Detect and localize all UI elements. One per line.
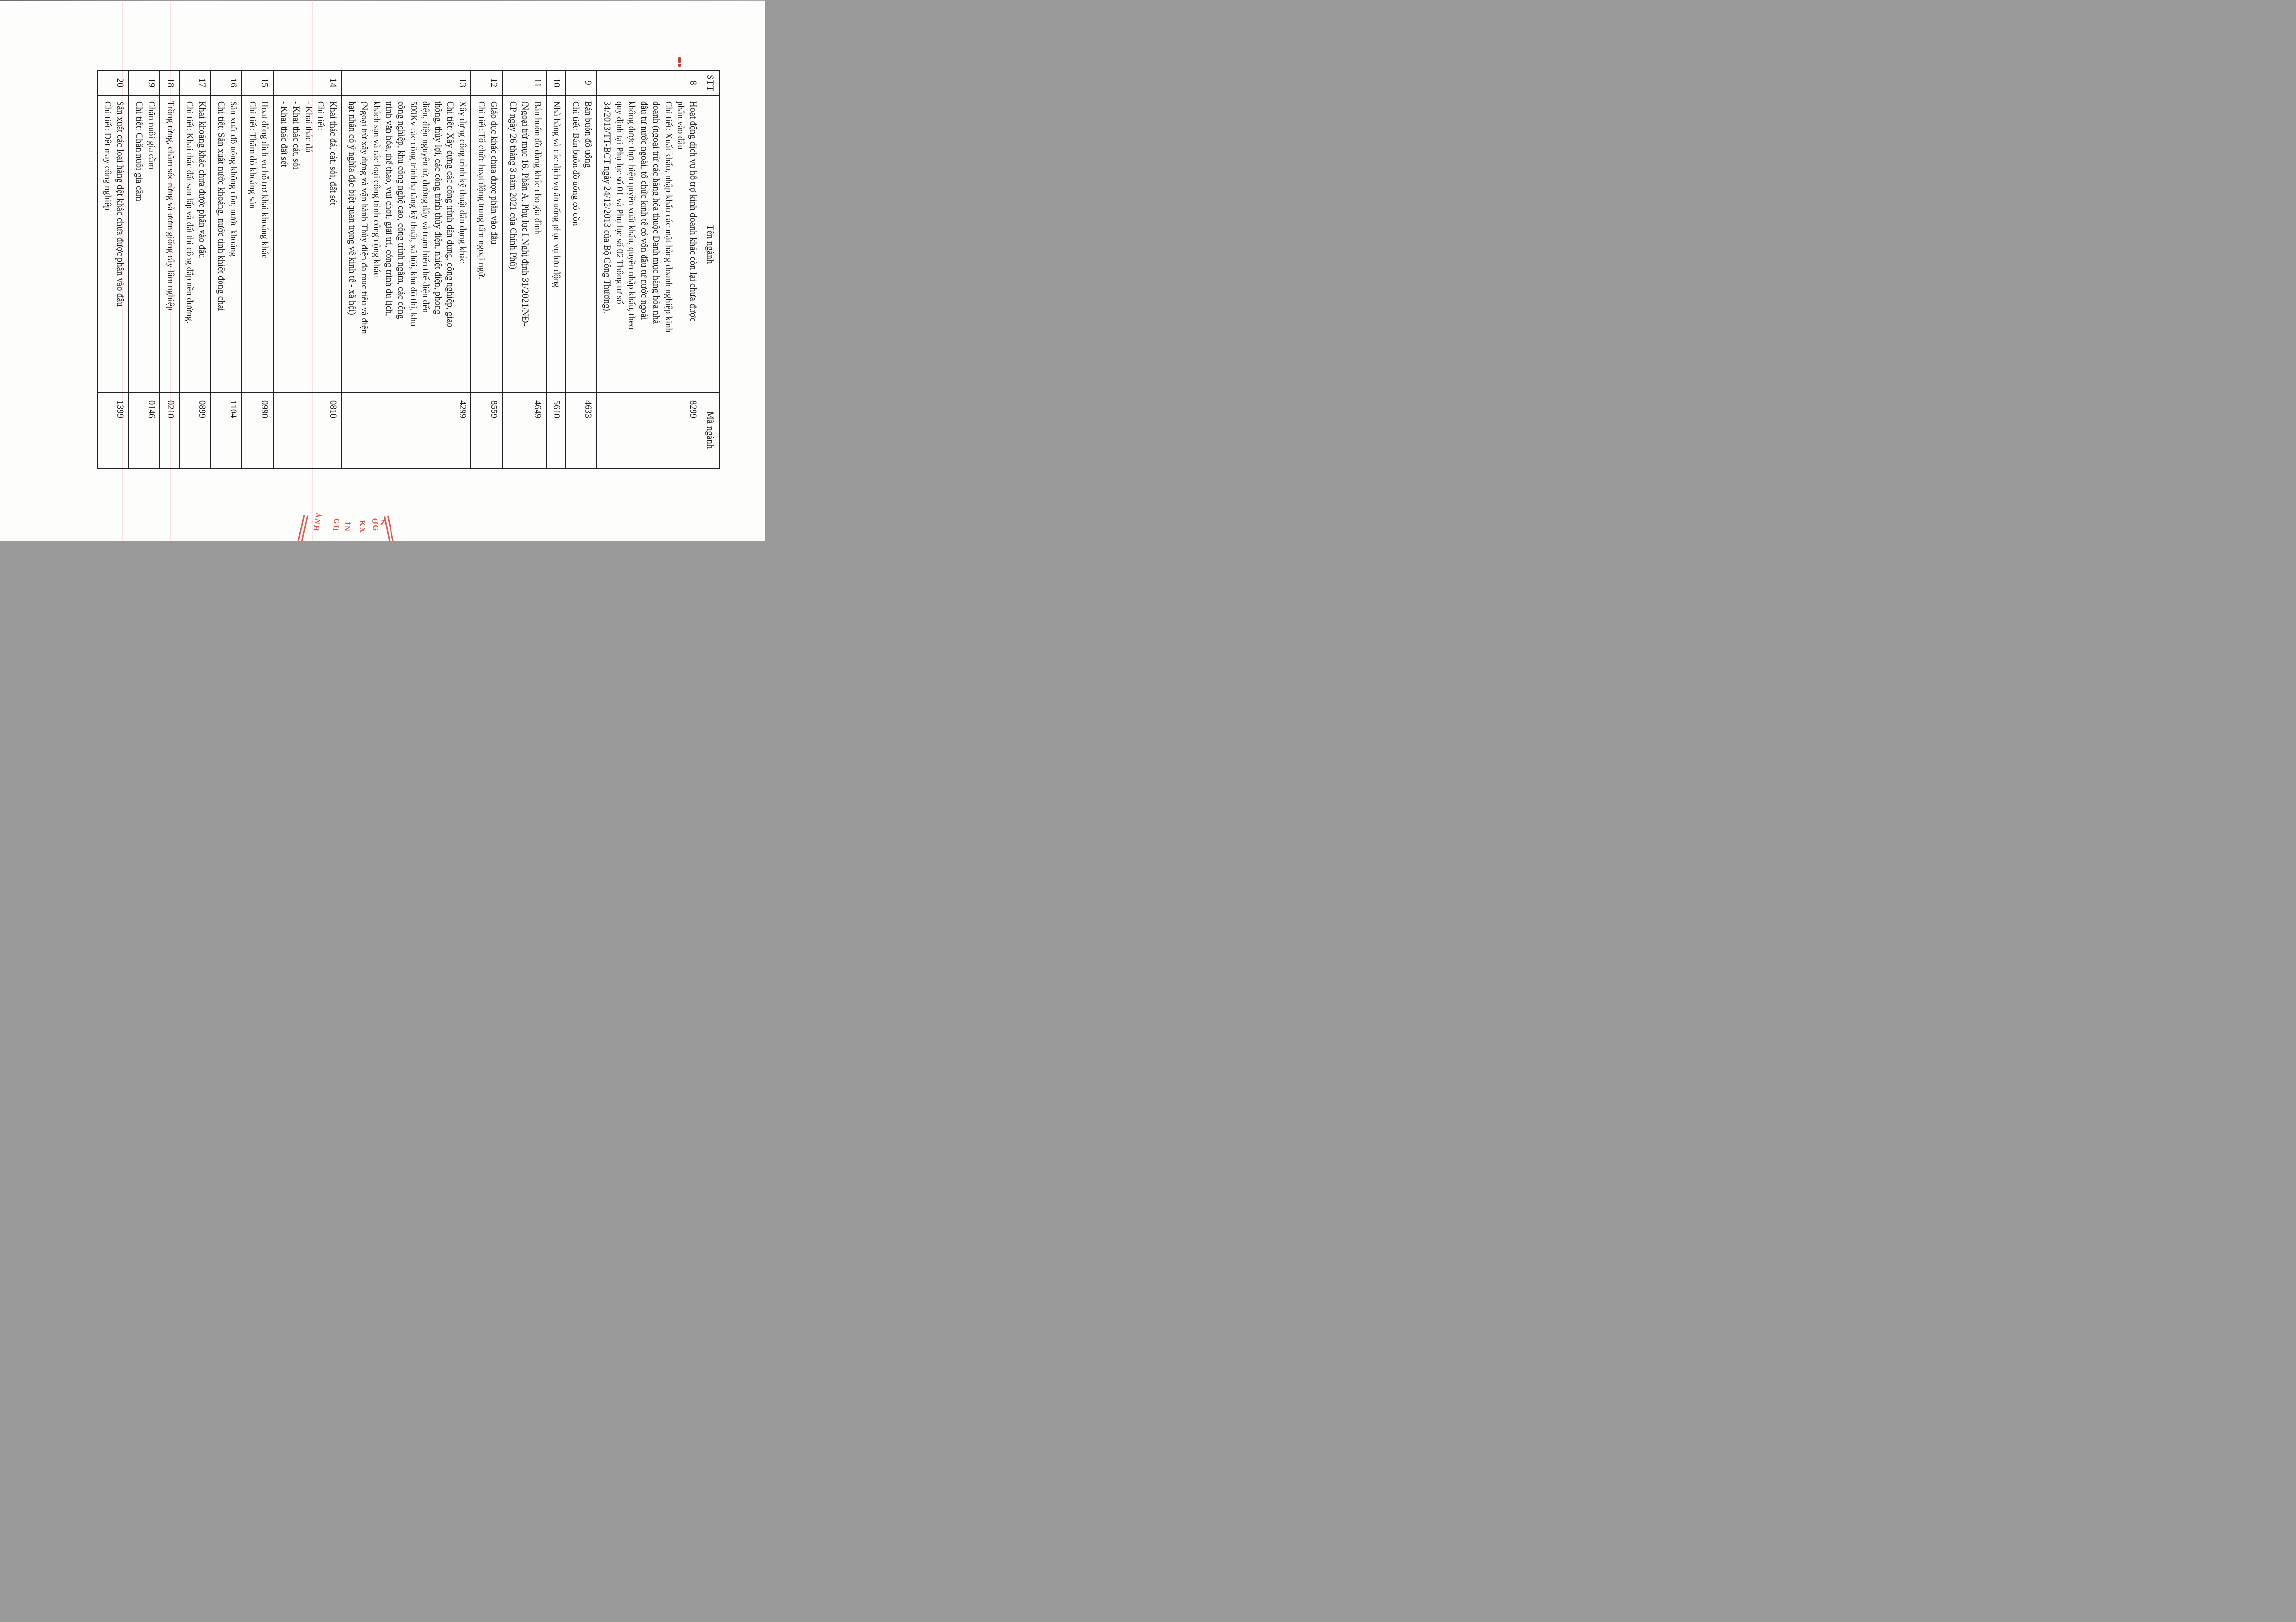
name-cell: Khai thác đá, cát, sỏi, đất sét Chi tiết… [274, 96, 341, 393]
code-cell: 8299 [688, 400, 698, 418]
name-cell: Giáo dục khác chưa được phân vào đâu Chi… [471, 96, 502, 393]
code-cell: 4649 [532, 400, 542, 418]
header-code: Mã ngành [705, 411, 715, 449]
table-row: 14 Khai thác đá, cát, sỏi, đất sét Chi t… [274, 71, 342, 468]
table-row: 11 Bán buôn đồ dùng khác cho gia đình (N… [503, 71, 547, 468]
stt-cell: 17 [180, 71, 210, 96]
table-body: 8 Hoạt động dịch vụ hỗ trợ kinh doanh kh… [98, 71, 701, 468]
name-cell: Sản xuất các loại hàng dệt khác chưa đượ… [98, 96, 128, 393]
code-cell: 4633 [583, 400, 593, 418]
table-row: 20 Sản xuất các loại hàng dệt khác chưa … [98, 71, 129, 468]
stt-cell: 9 [566, 71, 596, 96]
table-row: 8 Hoạt động dịch vụ hỗ trợ kinh doanh kh… [597, 71, 701, 468]
name-cell: Sản xuất đồ uống không cồn, nước khoáng … [211, 96, 241, 393]
code-cell: 4299 [457, 400, 467, 418]
stt-cell: 12 [471, 71, 502, 96]
table-row: 12 Giáo dục khác chưa được phân vào đâu … [471, 71, 503, 468]
stt-cell: 19 [129, 71, 159, 96]
name-cell: Bán buôn đồ dùng khác cho gia đình (Ngoạ… [503, 96, 546, 393]
stt-cell: 20 [98, 71, 128, 96]
name-cell: Trồng rừng, chăm sóc rừng và ươm giống c… [160, 96, 179, 393]
header-name: Tên ngành [701, 96, 719, 393]
stt-cell: 15 [242, 71, 273, 96]
scanned-document-page: STT Tên ngành Mã ngành 8 Hoạt động dịch … [0, 0, 765, 541]
table-row: 17 Khai khoáng khác chưa được phân vào đ… [180, 71, 211, 468]
table-row: 13 Xây dựng công trình kỹ thuật dân dụng… [342, 71, 471, 468]
stt-cell: 16 [211, 71, 241, 96]
code-cell: 1104 [228, 400, 238, 418]
table-row: 15 Hoạt động dịch vụ hỗ trợ khai khoáng … [242, 71, 274, 468]
name-cell: Hoạt động dịch vụ hỗ trợ kinh doanh khác… [597, 96, 701, 393]
stt-cell: 14 [274, 71, 341, 96]
table-row: 18 Trồng rừng, chăm sóc rừng và ươm giốn… [160, 71, 180, 468]
code-cell: 0146 [146, 400, 156, 418]
red-ink-mark [678, 57, 681, 63]
name-cell: Chăn nuôi gia cầm Chi tiết: Chăn nuôi gi… [129, 96, 159, 393]
stt-cell: 11 [503, 71, 546, 96]
table-row: 16 Sản xuất đồ uống không cồn, nước khoá… [211, 71, 242, 468]
table-row: 10 Nhà hàng và các dịch vụ ăn uống phục … [547, 71, 566, 468]
name-cell: Bán buôn đồ uống Chi tiết: Bán buôn đồ u… [566, 96, 596, 393]
header-stt: STT [701, 71, 719, 96]
name-cell: Hoạt động dịch vụ hỗ trợ khai khoáng khá… [242, 96, 273, 393]
code-cell: 8559 [489, 400, 498, 418]
code-cell: 1399 [115, 400, 125, 418]
stt-cell: 10 [547, 71, 565, 96]
scan-edge-artifact [0, 0, 765, 1]
name-cell: Khai khoáng khác chưa được phân vào đâu … [180, 96, 210, 393]
stt-cell: 13 [342, 71, 470, 96]
business-lines-table: STT Tên ngành Mã ngành 8 Hoạt động dịch … [97, 70, 720, 469]
name-cell: Nhà hàng và các dịch vụ ăn uống phục vụ … [547, 96, 565, 393]
code-cell: 0899 [197, 400, 207, 418]
code-cell: 5610 [551, 400, 561, 418]
name-cell: Xây dựng công trình kỹ thuật dân dụng kh… [342, 96, 470, 393]
table-row: 9 Bán buôn đồ uống Chi tiết: Bán buôn đồ… [566, 71, 597, 468]
code-cell: 0990 [260, 400, 269, 418]
table-header-row: STT Tên ngành Mã ngành [701, 71, 719, 468]
code-cell: 0810 [328, 400, 338, 418]
stt-cell: 8 [597, 71, 701, 96]
rotated-page-content: STT Tên ngành Mã ngành 8 Hoạt động dịch … [0, 0, 765, 541]
table-row: 19 Chăn nuôi gia cầm Chi tiết: Chăn nuôi… [129, 71, 160, 468]
red-ink-mark [678, 64, 681, 67]
stt-cell: 18 [160, 71, 179, 96]
code-cell: 0210 [165, 400, 175, 418]
